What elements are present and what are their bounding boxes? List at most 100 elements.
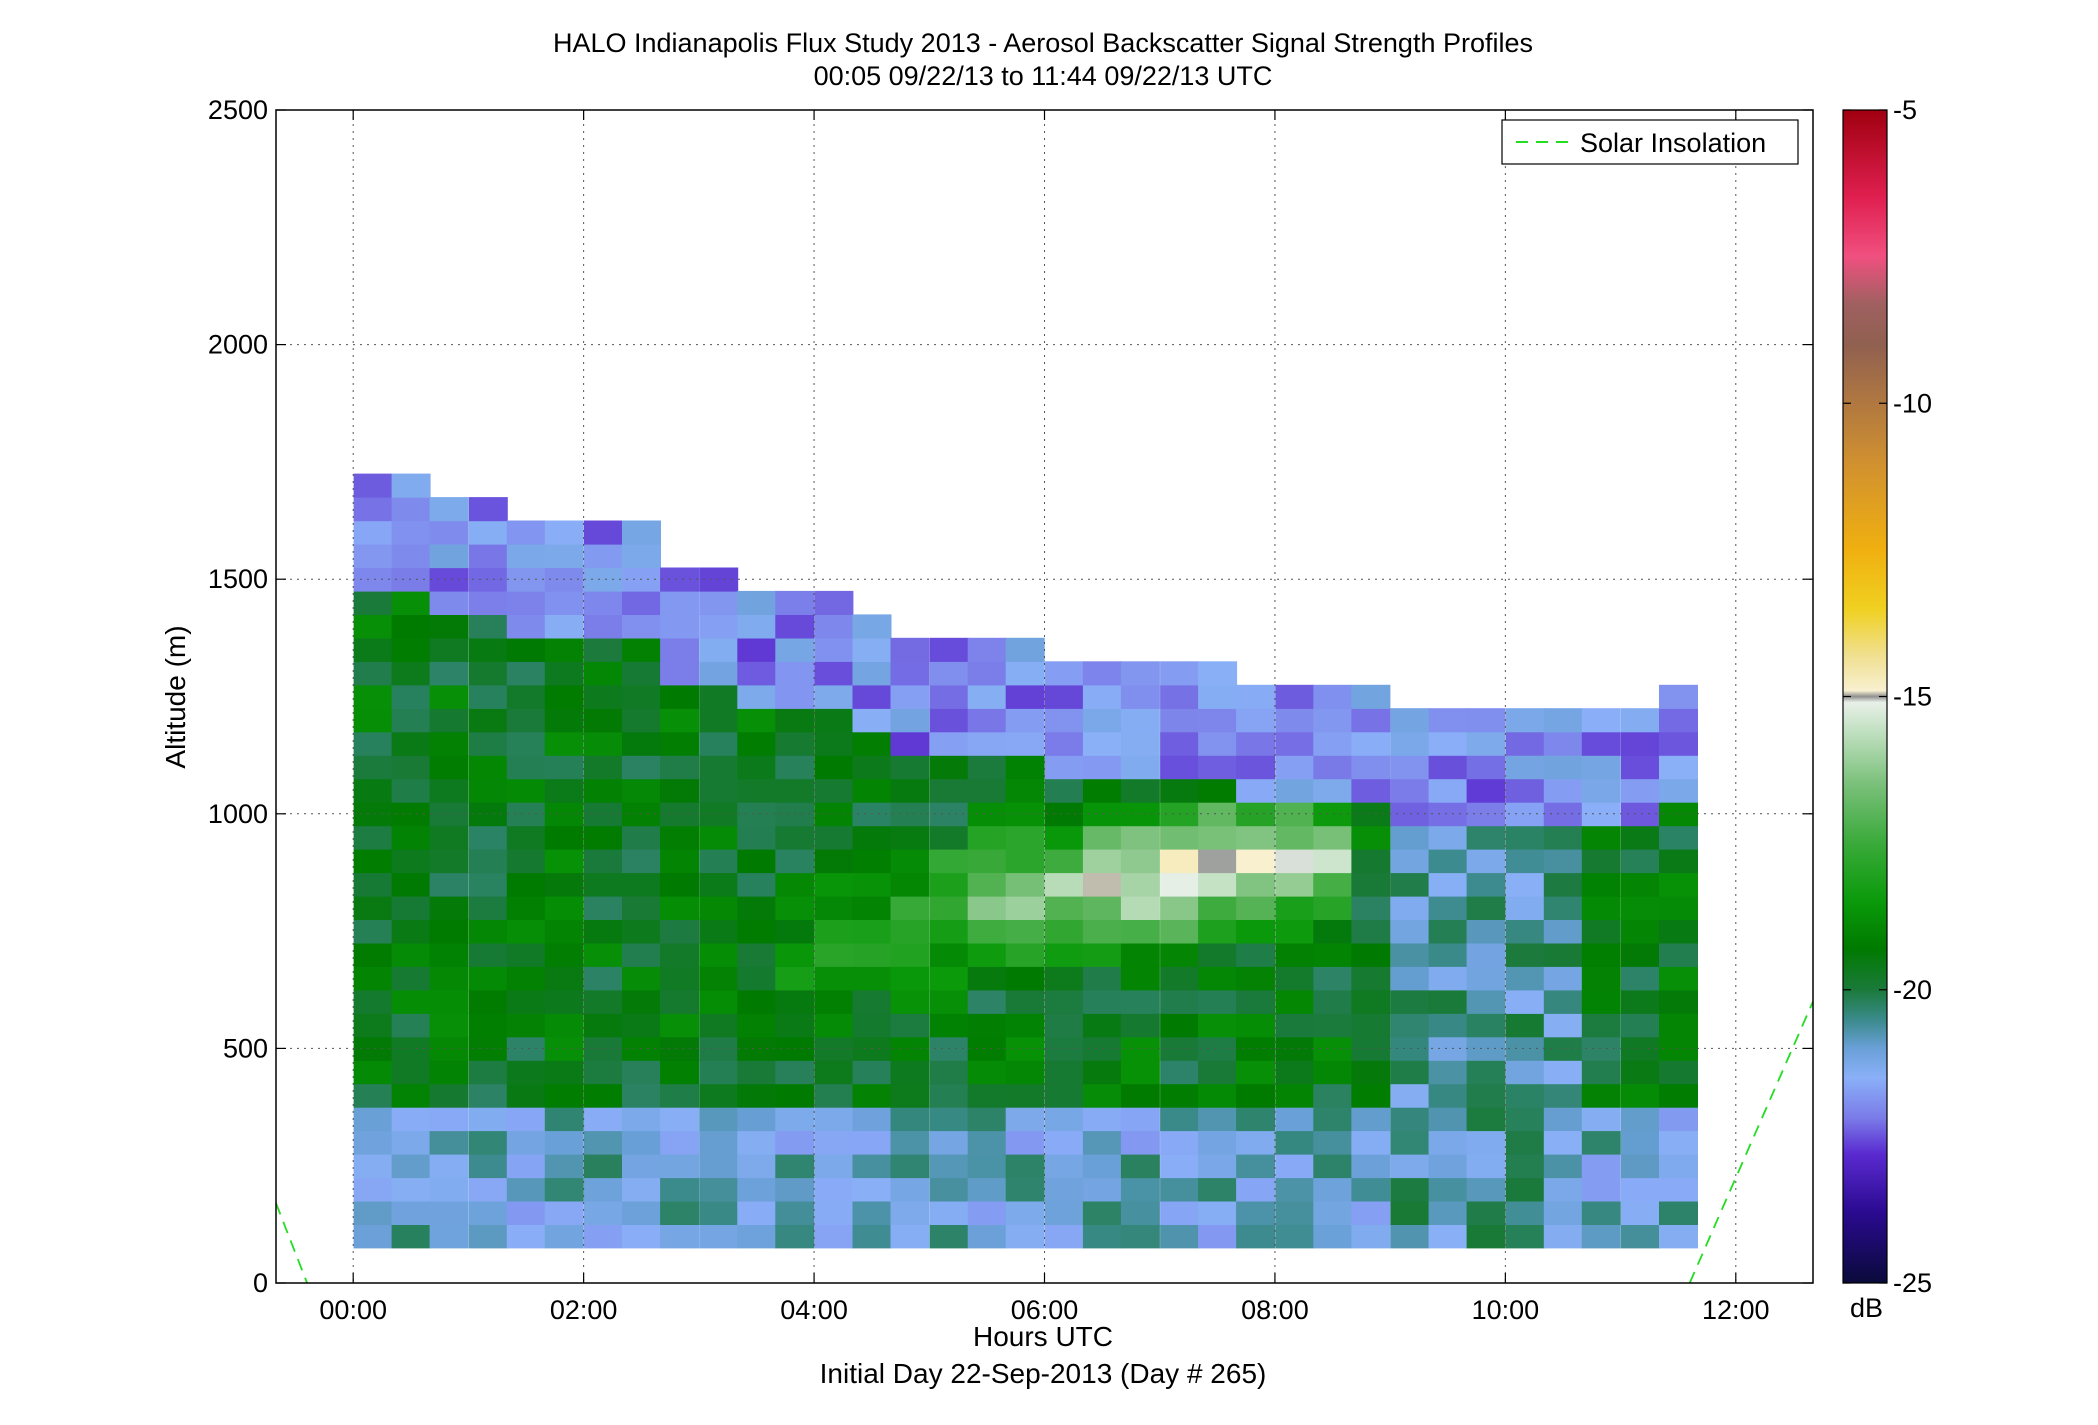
heatmap-cell xyxy=(429,567,469,592)
heatmap-cell xyxy=(584,989,623,1014)
heatmap-cell xyxy=(353,708,393,733)
heatmap-cell xyxy=(1466,849,1506,874)
heatmap-cell xyxy=(391,520,431,545)
heatmap-cell xyxy=(1581,1224,1621,1249)
heatmap-cell xyxy=(429,1200,469,1225)
heatmap-cell xyxy=(1044,919,1084,944)
heatmap-cell xyxy=(1236,708,1276,733)
heatmap-cell xyxy=(1160,708,1200,733)
heatmap-cell xyxy=(1543,849,1583,874)
heatmap-cell xyxy=(852,731,892,756)
heatmap-cell xyxy=(1313,872,1353,897)
heatmap-cell xyxy=(622,708,661,733)
heatmap-cell xyxy=(622,919,661,944)
heatmap-cell xyxy=(1390,1013,1430,1038)
heatmap-cell xyxy=(1120,849,1160,874)
heatmap-cell xyxy=(1659,942,1698,967)
heatmap-cell xyxy=(1543,989,1583,1014)
heatmap-cell xyxy=(1313,849,1353,874)
heatmap-cell xyxy=(584,919,623,944)
heatmap-cell xyxy=(775,731,815,756)
heatmap-cell xyxy=(660,590,700,615)
heatmap-cell xyxy=(1621,895,1660,920)
heatmap-cell xyxy=(1160,849,1200,874)
heatmap-cell xyxy=(737,1200,777,1225)
heatmap-cell xyxy=(353,567,393,592)
heatmap-cell xyxy=(1236,1200,1276,1225)
heatmap-cell xyxy=(1120,872,1160,897)
heatmap-cell xyxy=(1659,1013,1698,1038)
heatmap-cell xyxy=(1082,1107,1122,1132)
heatmap-cell xyxy=(1621,942,1660,967)
x-tick-label: 06:00 xyxy=(1011,1295,1079,1325)
heatmap-cell xyxy=(506,1013,546,1038)
heatmap-cell xyxy=(1120,661,1160,686)
colorbar-tick-label: -25 xyxy=(1893,1268,1932,1298)
heatmap-cell xyxy=(1160,825,1200,850)
heatmap-cell xyxy=(1236,1177,1276,1202)
heatmap-cell xyxy=(1005,1107,1045,1132)
heatmap-cell xyxy=(429,895,469,920)
heatmap-cell xyxy=(468,614,508,639)
heatmap-cell xyxy=(429,1036,469,1061)
heatmap-cell xyxy=(622,1200,661,1225)
heatmap-cell xyxy=(967,919,1007,944)
heatmap-cell xyxy=(1351,778,1391,803)
heatmap-cell xyxy=(353,1224,393,1249)
heatmap-cell xyxy=(929,778,969,803)
heatmap-cell xyxy=(1005,849,1045,874)
heatmap-cell xyxy=(1005,1154,1045,1179)
heatmap-cell xyxy=(699,1013,739,1038)
heatmap-cell xyxy=(929,637,969,662)
heatmap-cell xyxy=(1082,731,1122,756)
heatmap-cell xyxy=(1659,1130,1698,1155)
heatmap-cell xyxy=(890,1224,930,1249)
heatmap-cell xyxy=(852,825,892,850)
heatmap-cell xyxy=(506,708,546,733)
heatmap-cell xyxy=(353,1060,393,1085)
heatmap-cell xyxy=(929,708,969,733)
heatmap-cell xyxy=(775,708,815,733)
colorbar-tick-label: -20 xyxy=(1893,975,1932,1005)
heatmap-cell xyxy=(1198,1013,1238,1038)
heatmap-cell xyxy=(1390,966,1430,991)
heatmap-cell xyxy=(1044,1083,1084,1108)
heatmap-cell xyxy=(353,872,393,897)
heatmap-cell xyxy=(1505,755,1545,780)
heatmap-cell xyxy=(1351,1083,1391,1108)
heatmap-cell xyxy=(1505,1083,1545,1108)
heatmap-cell xyxy=(1313,895,1353,920)
heatmap-cell xyxy=(699,1224,739,1249)
heatmap-cell xyxy=(1543,966,1583,991)
heatmap-cell xyxy=(814,872,854,897)
heatmap-cell xyxy=(890,1013,930,1038)
heatmap-cell xyxy=(1659,1036,1698,1061)
heatmap-cell xyxy=(1236,966,1276,991)
heatmap-cell xyxy=(852,872,892,897)
heatmap-cell xyxy=(506,1177,546,1202)
heatmap-cell xyxy=(814,731,854,756)
heatmap-cell xyxy=(1313,919,1353,944)
heatmap-cell xyxy=(1621,1177,1660,1202)
heatmap-cell xyxy=(1390,778,1430,803)
heatmap-cell xyxy=(1005,731,1045,756)
heatmap-cell xyxy=(391,872,431,897)
heatmap-cell xyxy=(1505,1060,1545,1085)
heatmap-cell xyxy=(468,590,508,615)
heatmap-cell xyxy=(775,1200,815,1225)
heatmap-cell xyxy=(1044,802,1084,827)
heatmap-cell xyxy=(1659,1060,1698,1085)
y-tick-label: 1000 xyxy=(208,799,268,829)
heatmap-cell xyxy=(468,1130,508,1155)
heatmap-cell xyxy=(1505,942,1545,967)
x-tick-label: 02:00 xyxy=(550,1295,618,1325)
heatmap-cell xyxy=(660,1130,700,1155)
heatmap-cell xyxy=(391,544,431,569)
heatmap-cell xyxy=(1581,919,1621,944)
heatmap-cell xyxy=(1313,966,1353,991)
heatmap-cell xyxy=(1198,825,1238,850)
heatmap-cell xyxy=(391,1200,431,1225)
heatmap-cell xyxy=(660,1036,700,1061)
heatmap-cell xyxy=(1236,1130,1276,1155)
heatmap-cell xyxy=(1044,778,1084,803)
